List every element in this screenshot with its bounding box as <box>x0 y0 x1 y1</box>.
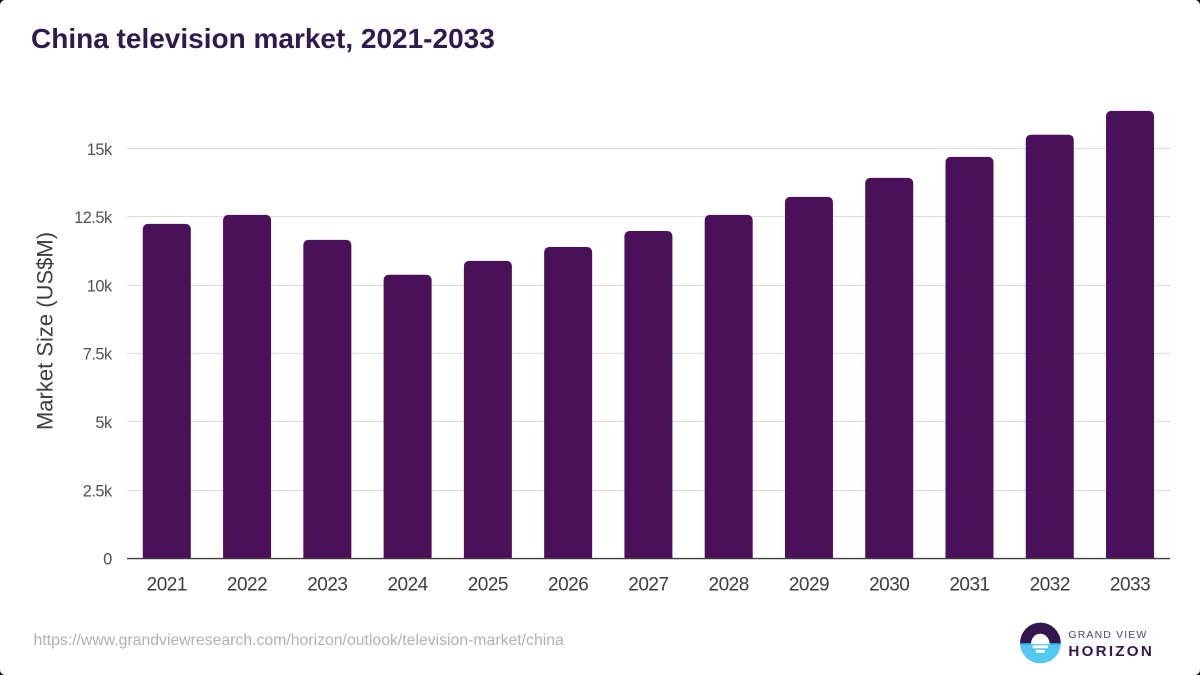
svg-text:2031: 2031 <box>949 574 989 595</box>
svg-text:2032: 2032 <box>1030 574 1070 595</box>
svg-text:2023: 2023 <box>307 574 347 595</box>
svg-text:https://www.grandviewresearch.: https://www.grandviewresearch.com/horizo… <box>34 632 565 649</box>
svg-text:HORIZON: HORIZON <box>1068 643 1154 660</box>
svg-text:2030: 2030 <box>869 574 909 595</box>
svg-text:2026: 2026 <box>548 574 588 595</box>
svg-text:2022: 2022 <box>227 574 267 595</box>
svg-text:7.5k: 7.5k <box>83 346 113 364</box>
svg-text:China television market, 2021-: China television market, 2021-2033 <box>31 23 495 54</box>
svg-text:2025: 2025 <box>468 574 508 595</box>
svg-text:2033: 2033 <box>1110 574 1150 595</box>
svg-text:2.5k: 2.5k <box>83 482 113 500</box>
svg-text:2024: 2024 <box>387 574 428 595</box>
svg-text:2027: 2027 <box>628 574 668 595</box>
svg-text:GRAND VIEW: GRAND VIEW <box>1068 629 1147 641</box>
svg-text:10k: 10k <box>87 277 113 295</box>
svg-text:5k: 5k <box>95 414 113 432</box>
svg-text:Market Size (US$M): Market Size (US$M) <box>33 232 58 430</box>
svg-text:0: 0 <box>103 551 112 569</box>
svg-text:2029: 2029 <box>789 574 829 595</box>
svg-text:2021: 2021 <box>147 574 187 595</box>
svg-text:15k: 15k <box>87 141 113 159</box>
svg-text:12.5k: 12.5k <box>74 209 113 227</box>
svg-text:2028: 2028 <box>709 574 749 595</box>
